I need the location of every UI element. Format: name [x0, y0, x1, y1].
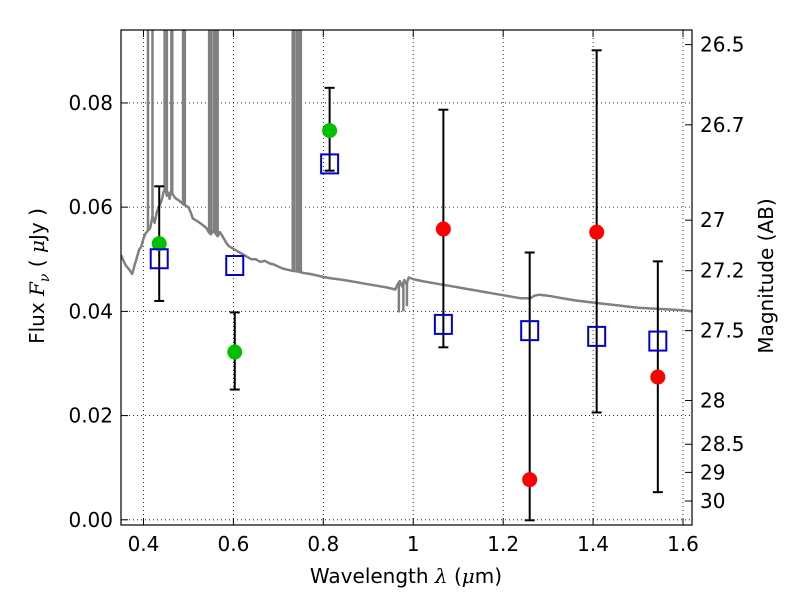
y2-tick-label: 27	[700, 208, 725, 232]
model-flux-square	[149, 248, 169, 270]
y2-tick-label: 28	[700, 388, 725, 412]
y2-tick-label: 27.2	[700, 259, 745, 283]
x-tick-label: 0.4	[128, 532, 160, 556]
y2-tick-label: 29	[700, 460, 725, 484]
x-tick-label: 1.2	[487, 532, 519, 556]
plot-frame	[120, 29, 693, 526]
y2-tick-label: 26.5	[700, 33, 745, 57]
y-tick-label: 0.06	[68, 195, 113, 219]
data-point	[522, 472, 538, 488]
data-point	[151, 236, 167, 252]
y2-tick-label: 28.5	[700, 432, 745, 456]
y-axis-title: Flux Fν ( μJy )	[25, 208, 53, 344]
y2-tick-label: 30	[700, 489, 725, 513]
y-tick-label: 0.04	[68, 299, 113, 323]
x-tick-label: 0.6	[217, 532, 249, 556]
x-tick-label: 0.8	[307, 532, 339, 556]
data-point	[227, 344, 243, 360]
grid-lines	[121, 30, 692, 525]
model-flux-square	[587, 325, 607, 347]
model-flux-square	[225, 255, 245, 277]
x-tick-label: 1.4	[577, 532, 609, 556]
model-flux-square	[433, 313, 453, 335]
data-point	[589, 224, 605, 240]
y2-tick-label: 27.5	[700, 319, 745, 343]
x-tick-label: 1.6	[667, 532, 699, 556]
model-spectrum	[121, 30, 692, 313]
y-tick-label: 0.02	[68, 404, 113, 428]
axis-ticks: 0.4 0.6 0.8 1 1.2 1.4 1.6 0.00 0.02 0.04 0.06 0.08 2…	[68, 30, 745, 556]
model-flux-square	[648, 330, 668, 352]
data-point	[435, 221, 451, 237]
y-tick-label: 0.00	[68, 508, 113, 532]
x-axis-title: Wavelength λ (μm)	[310, 564, 502, 588]
model-flux-square	[320, 153, 340, 175]
data-point	[322, 123, 338, 139]
model-flux-square	[520, 320, 540, 342]
y-tick-label: 0.08	[68, 91, 113, 115]
y2-axis-title: Magnitude (AB)	[754, 198, 778, 353]
y2-tick-label: 26.7	[700, 113, 745, 137]
data-markers	[149, 49, 668, 522]
x-tick-label: 1	[407, 532, 420, 556]
data-point	[650, 369, 666, 385]
